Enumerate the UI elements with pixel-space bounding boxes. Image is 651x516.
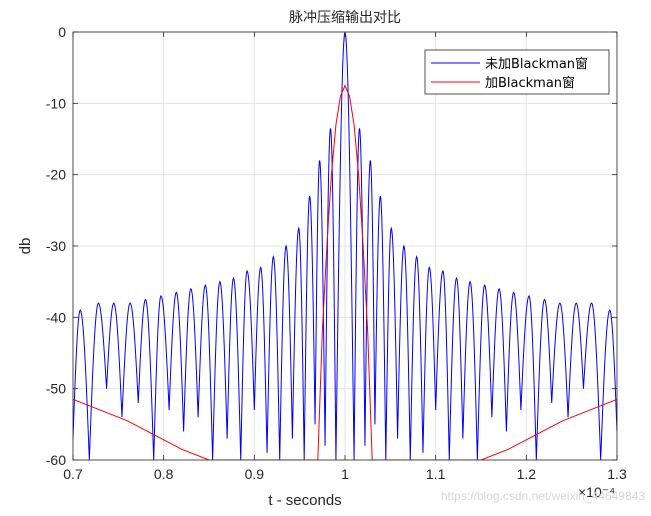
x-tick-label: 0.7: [63, 466, 83, 482]
x-tick-label: 1.3: [607, 466, 627, 482]
y-axis-label: db: [17, 238, 34, 255]
y-tick-label: -20: [46, 167, 66, 183]
y-tick-label: -50: [46, 381, 66, 397]
series-group: [73, 32, 617, 460]
y-tick-label: -60: [46, 452, 66, 468]
x-axis-label: t - seconds: [268, 492, 341, 509]
x-tick-label: 1: [341, 466, 349, 482]
x-tick-label: 1.2: [517, 466, 537, 482]
ticks: 0.7 0.8 0.9 1 1.1 1.2 1.3 0 -10 -20 -30 -40 -50 -60: [46, 24, 627, 482]
series-layer: [73, 32, 617, 460]
x-tick-label: 1.1: [426, 466, 446, 482]
y-tick-label: -30: [46, 238, 66, 254]
x-axis-exponent: ×10⁻⁴: [578, 484, 615, 500]
chart-title: 脉冲压缩输出对比: [289, 10, 401, 26]
legend-entry-label: 加Blackman窗: [485, 75, 575, 91]
y-tick-label: 0: [58, 24, 66, 40]
legend-entry-label: 未加Blackman窗: [485, 56, 588, 72]
y-tick-label: -40: [46, 309, 66, 325]
watermark: https://blog.csdn.net/weixin_44649843: [441, 489, 645, 503]
series-line-blackman: [73, 84, 617, 460]
x-tick-label: 0.9: [245, 466, 265, 482]
x-tick-label: 0.8: [154, 466, 174, 482]
series-line-no-window: [73, 32, 617, 460]
y-tick-label: -10: [46, 95, 66, 111]
legend-box: [424, 49, 610, 95]
